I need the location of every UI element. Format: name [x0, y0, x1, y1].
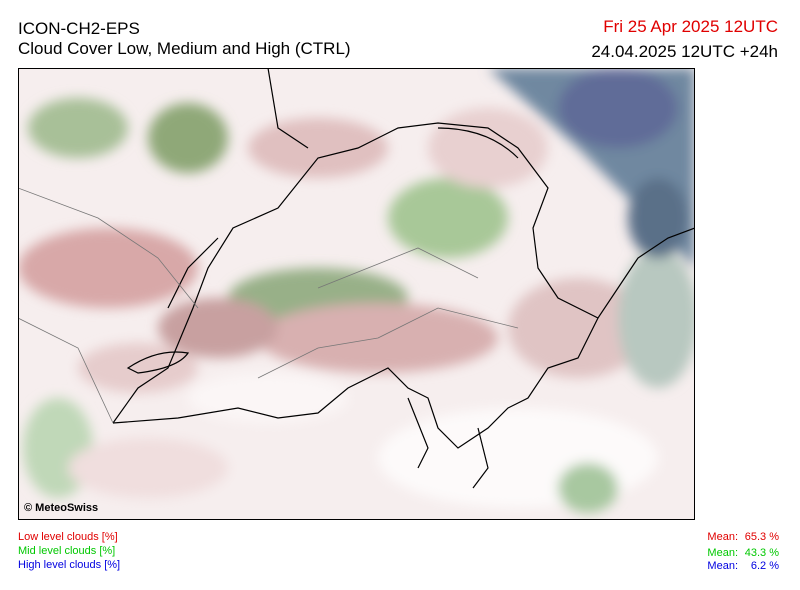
mean-value: 65.3 %	[744, 531, 779, 543]
mean-label: Mean:	[707, 531, 738, 543]
cloud-map: © MeteoSwiss	[18, 68, 695, 520]
regions	[18, 187, 519, 424]
model-name: ICON-CH2-EPS	[18, 19, 140, 38]
borders	[112, 68, 695, 489]
mean-label: Mean:	[707, 547, 738, 559]
credit: © MeteoSwiss	[24, 502, 98, 514]
mean-value: 43.3 %	[744, 547, 779, 559]
cloud-field	[18, 68, 695, 513]
valid-time: Fri 25 Apr 2025 12UTC	[603, 17, 778, 36]
legend-mid: Mid level clouds [%]	[18, 545, 116, 557]
legend-high: High level clouds [%]	[18, 559, 121, 571]
run-time: 24.04.2025 12UTC +24h	[591, 42, 778, 61]
map-title: Cloud Cover Low, Medium and High (CTRL)	[18, 39, 351, 58]
map-frame	[18, 68, 695, 520]
legend-low: Low level clouds [%]	[18, 531, 118, 543]
mean-value: 6.2 %	[750, 560, 779, 572]
mean-label: Mean:	[707, 560, 738, 572]
